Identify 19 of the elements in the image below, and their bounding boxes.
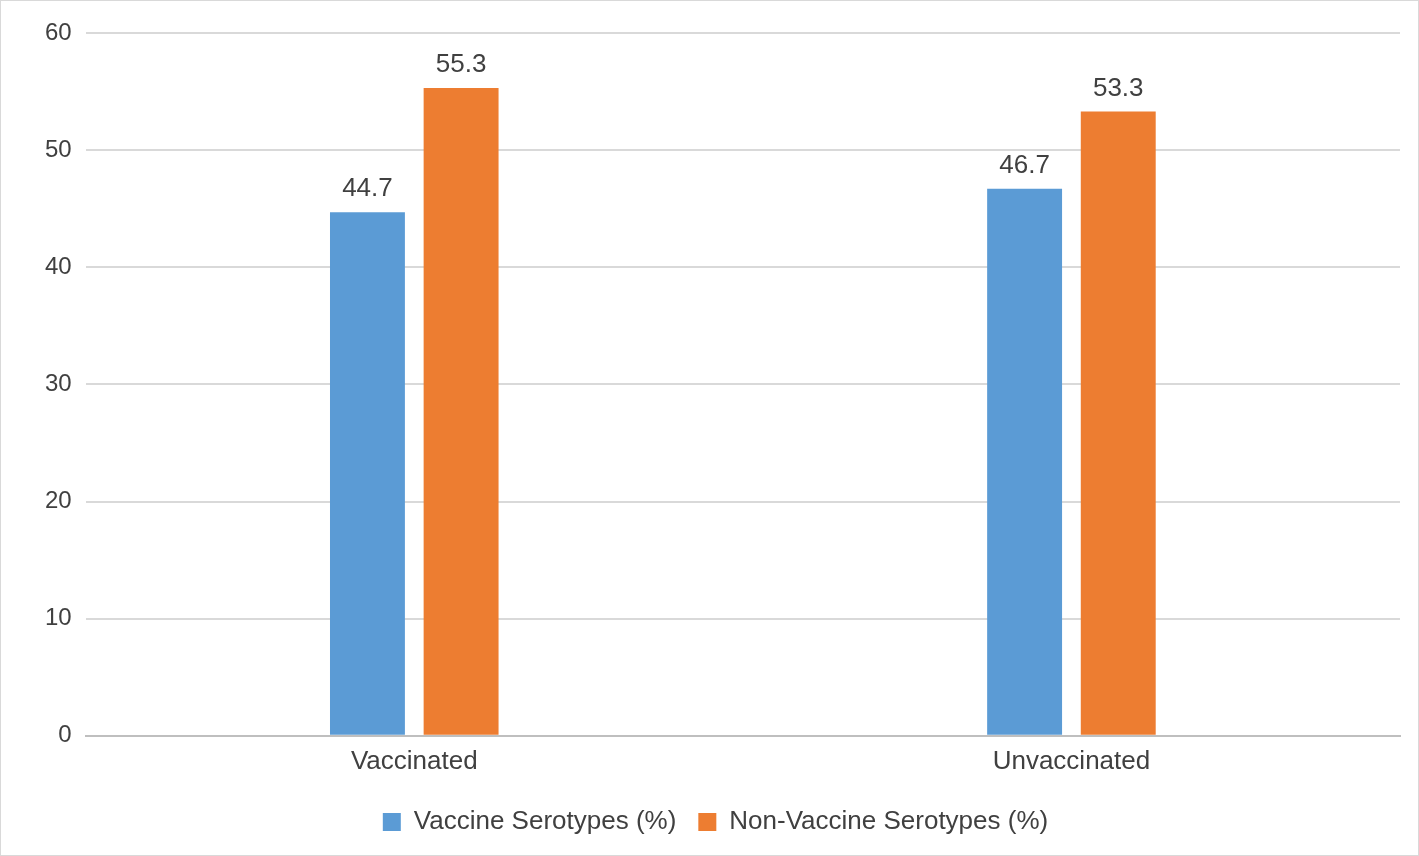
x-tick-label: Unvaccinated	[992, 744, 1151, 775]
y-tick-label: 50	[44, 134, 72, 162]
data-label: 46.7	[999, 148, 1050, 179]
legend-label: Non-Vaccine Serotypes (%)	[729, 805, 1049, 836]
y-tick-label: 20	[44, 486, 72, 514]
data-label: 53.3	[1092, 71, 1144, 102]
y-tick-label: 60	[44, 17, 72, 45]
y-tick-label: 40	[44, 251, 72, 279]
data-label: 44.7	[342, 172, 393, 203]
y-tick-label: 10	[44, 603, 72, 631]
bar	[329, 212, 405, 735]
y-tick-label: 0	[58, 720, 72, 748]
x-tick-label: Vaccinated	[350, 744, 478, 775]
legend-label: Vaccine Serotypes (%)	[413, 805, 677, 836]
data-label: 55.3	[435, 48, 487, 79]
bar	[423, 88, 499, 735]
bar	[1080, 111, 1156, 735]
y-tick-label: 30	[44, 369, 72, 397]
bar	[987, 188, 1063, 735]
